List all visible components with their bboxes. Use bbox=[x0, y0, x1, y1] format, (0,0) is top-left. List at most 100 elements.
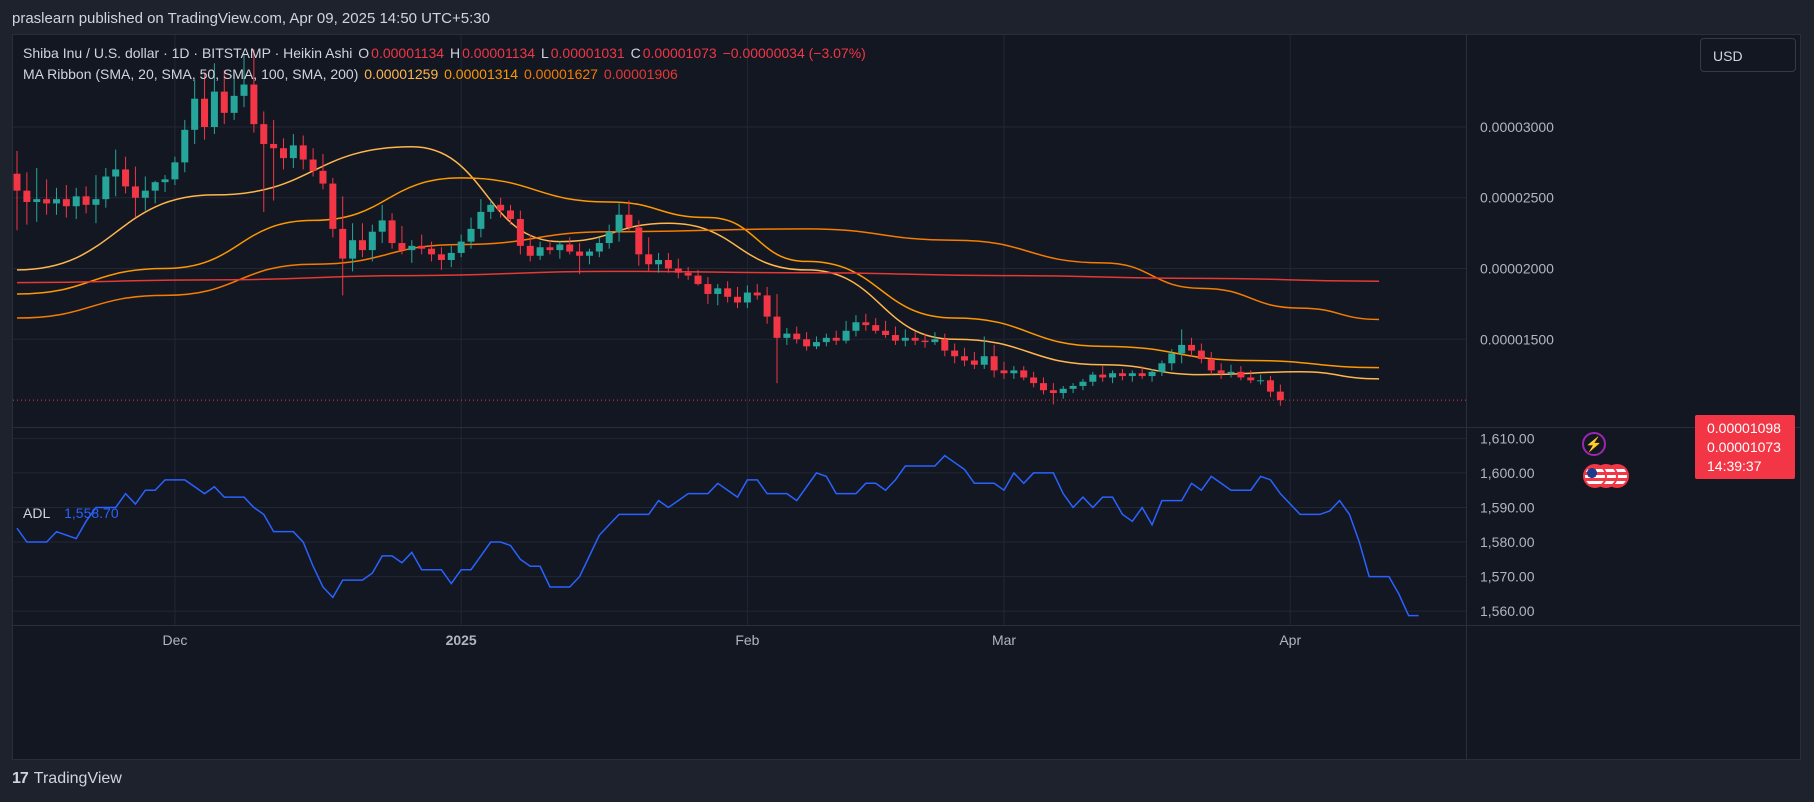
price-axis-tick: 0.00003000 bbox=[1480, 119, 1554, 135]
tradingview-logo-icon: 17 bbox=[12, 770, 29, 787]
candle-body bbox=[1109, 373, 1117, 378]
candle-body bbox=[33, 199, 41, 202]
ma-line-sma20 bbox=[16, 146, 1380, 380]
candle-body bbox=[398, 243, 406, 251]
candle-body bbox=[911, 337, 919, 341]
candle-body bbox=[131, 186, 139, 198]
footer-brand[interactable]: 17 TradingView bbox=[12, 770, 122, 788]
adl-label[interactable]: ADL bbox=[23, 505, 51, 521]
candle-body bbox=[250, 84, 258, 125]
close-value: 0.00001073 bbox=[642, 45, 717, 61]
published-header: praslearn published on TradingView.com, … bbox=[12, 10, 490, 27]
candle-body bbox=[1118, 373, 1126, 377]
us-flag-event-icon[interactable] bbox=[1583, 464, 1607, 488]
candle-body bbox=[428, 248, 436, 255]
candle-body bbox=[970, 360, 978, 365]
candle-body bbox=[289, 145, 297, 159]
candle-body bbox=[1010, 370, 1018, 374]
close-label: C bbox=[630, 45, 641, 61]
time-axis-tick: Apr bbox=[1279, 632, 1301, 648]
candle-body bbox=[477, 211, 485, 229]
time-axis-tick: Mar bbox=[992, 632, 1016, 648]
candle-body bbox=[990, 356, 998, 371]
candle-body bbox=[388, 220, 396, 244]
candle-body bbox=[576, 251, 584, 256]
candle-body bbox=[487, 204, 495, 212]
candle-body bbox=[1247, 377, 1255, 381]
candle-body bbox=[1049, 390, 1057, 394]
ma-line-sma50 bbox=[16, 177, 1380, 369]
candle-body bbox=[605, 231, 613, 244]
time-axis-tick: 2025 bbox=[446, 632, 477, 648]
candle-body bbox=[358, 240, 366, 251]
candle-body bbox=[951, 350, 959, 357]
flash-icon[interactable]: ⚡ bbox=[1582, 432, 1606, 456]
candle-body bbox=[1089, 374, 1097, 382]
candle-body bbox=[181, 129, 189, 163]
ma200-value: 0.00001906 bbox=[603, 66, 678, 82]
ma-ribbon-title[interactable]: MA Ribbon (SMA, 20, SMA, 50, SMA, 100, S… bbox=[23, 66, 359, 82]
candle-body bbox=[141, 190, 149, 198]
candle-body bbox=[279, 148, 287, 159]
candle-body bbox=[1099, 374, 1107, 378]
candle-body bbox=[763, 295, 771, 317]
price-tag-last: 0.00001073 bbox=[1707, 439, 1781, 455]
adl-axis-tick: 1,610.00 bbox=[1480, 430, 1535, 446]
candle-body bbox=[585, 251, 593, 256]
open-value: 0.00001134 bbox=[371, 45, 445, 61]
candle-body bbox=[52, 199, 60, 204]
candle-body bbox=[497, 204, 505, 211]
currency-button[interactable]: USD bbox=[1700, 38, 1796, 72]
ma-line-sma200 bbox=[16, 270, 1380, 284]
candle-body bbox=[447, 252, 455, 261]
chart-frame[interactable]: 0.00003000 0.00002500 0.00002000 0.00001500… bbox=[12, 34, 1801, 760]
candle-body bbox=[516, 218, 524, 246]
candle-body bbox=[803, 339, 811, 347]
candle-body bbox=[694, 275, 702, 285]
candle-body bbox=[437, 254, 445, 261]
candle-body bbox=[1257, 380, 1265, 382]
candle-body bbox=[319, 170, 327, 184]
candle-body bbox=[664, 260, 672, 269]
candle-body bbox=[1276, 391, 1284, 401]
candle-body bbox=[92, 199, 100, 205]
candle-body bbox=[793, 333, 801, 340]
adl-axis-tick: 1,560.00 bbox=[1480, 603, 1535, 619]
adl-axis-tick: 1,570.00 bbox=[1480, 569, 1535, 585]
high-label: H bbox=[450, 45, 461, 61]
chart-svg[interactable]: 0.00003000 0.00002500 0.00002000 0.00001500… bbox=[13, 35, 1800, 759]
candle-body bbox=[1069, 385, 1077, 389]
symbol-title[interactable]: Shiba Inu / U.S. dollar · 1D · BITSTAMP … bbox=[23, 45, 353, 61]
candle-body bbox=[23, 190, 31, 202]
candle-body bbox=[467, 228, 475, 242]
candle-body bbox=[82, 196, 90, 205]
candle-body bbox=[734, 296, 742, 303]
price-axis-tick: 0.00002000 bbox=[1480, 261, 1554, 277]
candle-body bbox=[102, 176, 110, 200]
candle-body bbox=[418, 245, 426, 249]
candle-body bbox=[714, 288, 722, 294]
candle-body bbox=[72, 196, 80, 207]
candle-body bbox=[230, 95, 238, 113]
time-axis-tick: Feb bbox=[735, 632, 759, 648]
candle-body bbox=[980, 356, 988, 365]
candle-body bbox=[1178, 344, 1186, 354]
ma-line-sma100 bbox=[16, 228, 1380, 321]
candle-body bbox=[1020, 370, 1028, 378]
candle-body bbox=[921, 340, 929, 343]
candle-body bbox=[112, 169, 120, 177]
candle-body bbox=[368, 231, 376, 251]
candle-body bbox=[704, 284, 712, 294]
candle-body bbox=[773, 316, 781, 338]
candle-body bbox=[220, 91, 228, 113]
low-label: L bbox=[540, 45, 549, 61]
ma50-value: 0.00001314 bbox=[444, 66, 519, 82]
candle-body bbox=[210, 91, 218, 127]
candle-body bbox=[931, 339, 939, 343]
candle-body bbox=[901, 337, 909, 341]
candle-body bbox=[753, 292, 761, 296]
change-value: −0.00000034 (−3.07%) bbox=[722, 45, 866, 61]
candle-body bbox=[566, 244, 574, 252]
candle-body bbox=[329, 183, 337, 229]
candle-body bbox=[1148, 371, 1156, 377]
